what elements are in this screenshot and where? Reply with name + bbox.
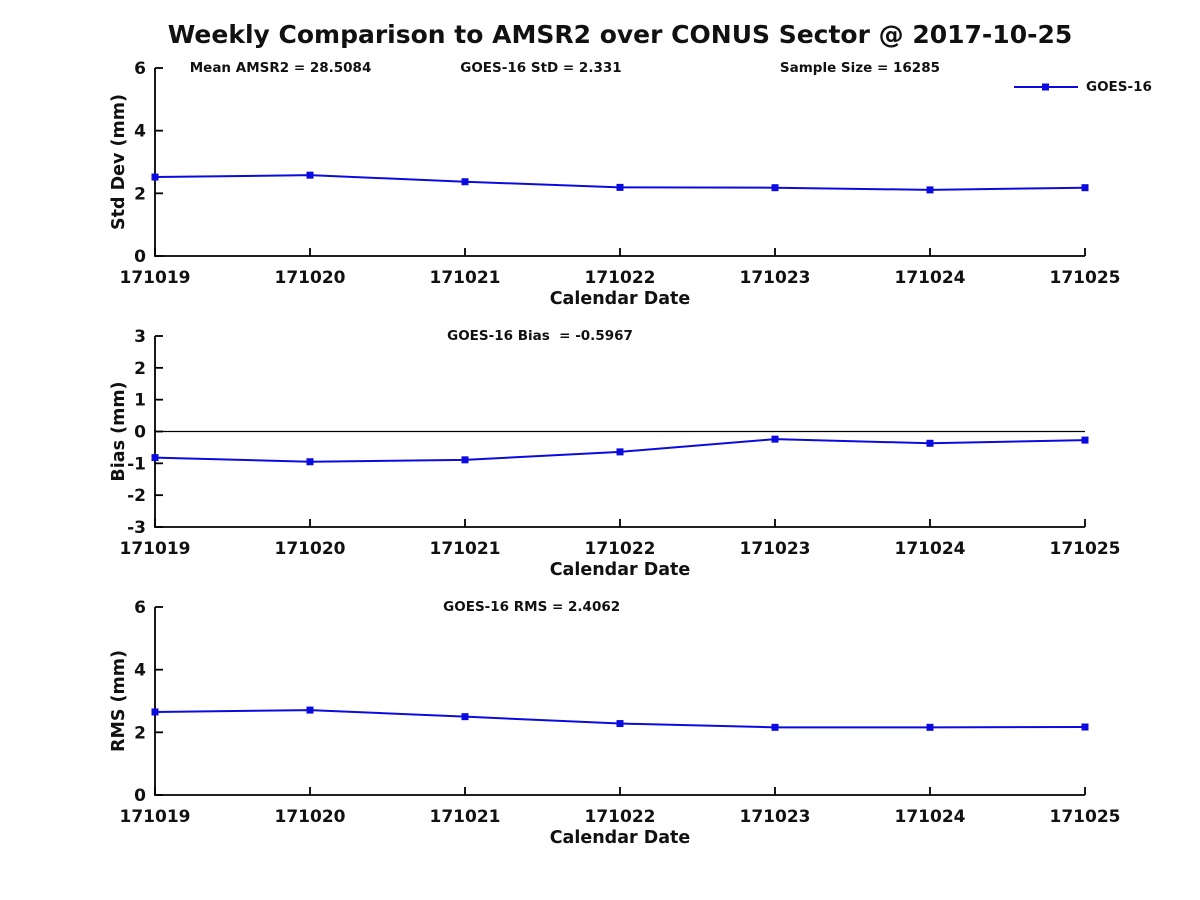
y-tick-label: 6 [134, 59, 146, 79]
data-point-marker [461, 713, 469, 721]
stat-annotation: Mean AMSR2 = 28.5084 [190, 60, 372, 76]
data-point-marker [616, 448, 624, 456]
y-tick-label: 1 [134, 391, 146, 411]
stat-annotation: Sample Size = 16285 [780, 60, 940, 76]
x-tick-label: 171020 [275, 807, 346, 827]
data-point-marker [926, 186, 934, 194]
y-tick-label: -2 [127, 486, 146, 506]
x-tick-label: 171021 [430, 807, 501, 827]
data-point-marker [461, 456, 469, 464]
data-point-marker [771, 723, 779, 731]
data-point-marker [151, 173, 159, 181]
x-tick-label: 171019 [120, 539, 191, 559]
x-tick-label: 171020 [275, 539, 346, 559]
data-point-marker [926, 723, 934, 731]
y-axis-label: RMS (mm) [109, 650, 129, 752]
data-point-marker [771, 435, 779, 443]
x-tick-label: 171022 [585, 807, 656, 827]
data-point-marker [151, 454, 159, 462]
y-axis-label: Bias (mm) [109, 381, 129, 481]
y-tick-label: 0 [134, 786, 146, 806]
data-point-marker [306, 171, 314, 179]
x-tick-label: 171024 [895, 268, 966, 288]
data-point-marker [616, 183, 624, 191]
y-tick-label: 4 [134, 122, 146, 142]
data-point-marker [306, 706, 314, 714]
x-tick-label: 171020 [275, 268, 346, 288]
x-tick-label: 171025 [1050, 539, 1121, 559]
x-tick-label: 171019 [120, 807, 191, 827]
axis-spines [154, 607, 1085, 796]
x-tick-label: 171023 [740, 268, 811, 288]
data-point-marker [771, 184, 779, 192]
data-point-marker [926, 439, 934, 447]
x-tick-label: 171021 [430, 268, 501, 288]
data-point-marker [1081, 184, 1089, 192]
stat-annotation: GOES-16 StD = 2.331 [460, 60, 621, 76]
figure-title: Weekly Comparison to AMSR2 over CONUS Se… [167, 20, 1073, 49]
y-tick-label: 3 [134, 327, 146, 347]
y-tick-label: 2 [134, 359, 146, 379]
data-point-marker [306, 458, 314, 466]
x-tick-label: 171023 [740, 539, 811, 559]
legend: GOES-16 [1013, 79, 1152, 95]
y-tick-label: 0 [134, 423, 146, 443]
stat-annotation: GOES-16 RMS = 2.4062 [443, 599, 620, 615]
axis-spines [154, 68, 1085, 257]
y-tick-label: 4 [134, 661, 146, 681]
x-tick-label: 171024 [895, 807, 966, 827]
x-axis-label: Calendar Date [550, 289, 691, 309]
legend-line-sample-icon [1014, 83, 1078, 91]
data-point-marker [1081, 723, 1089, 731]
data-point-marker [461, 178, 469, 186]
x-tick-label: 171024 [895, 539, 966, 559]
y-tick-label: 6 [134, 598, 146, 618]
x-axis-label: Calendar Date [550, 828, 691, 848]
x-tick-label: 171022 [585, 268, 656, 288]
legend-label: GOES-16 [1086, 79, 1152, 95]
x-tick-label: 171022 [585, 539, 656, 559]
data-point-marker [1081, 436, 1089, 444]
y-tick-label: 0 [134, 247, 146, 267]
y-axis-label: Std Dev (mm) [109, 94, 129, 230]
x-axis-label: Calendar Date [550, 560, 691, 580]
x-tick-label: 171019 [120, 268, 191, 288]
x-tick-label: 171025 [1050, 268, 1121, 288]
data-point-marker [616, 720, 624, 728]
data-point-marker [151, 708, 159, 716]
y-tick-label: 2 [134, 184, 146, 204]
y-tick-label: 2 [134, 723, 146, 743]
y-tick-label: -3 [127, 518, 146, 538]
x-tick-label: 171023 [740, 807, 811, 827]
y-tick-label: -1 [127, 454, 146, 474]
x-tick-label: 171021 [430, 539, 501, 559]
stat-annotation: GOES-16 Bias = -0.5967 [447, 328, 633, 344]
x-tick-label: 171025 [1050, 807, 1121, 827]
